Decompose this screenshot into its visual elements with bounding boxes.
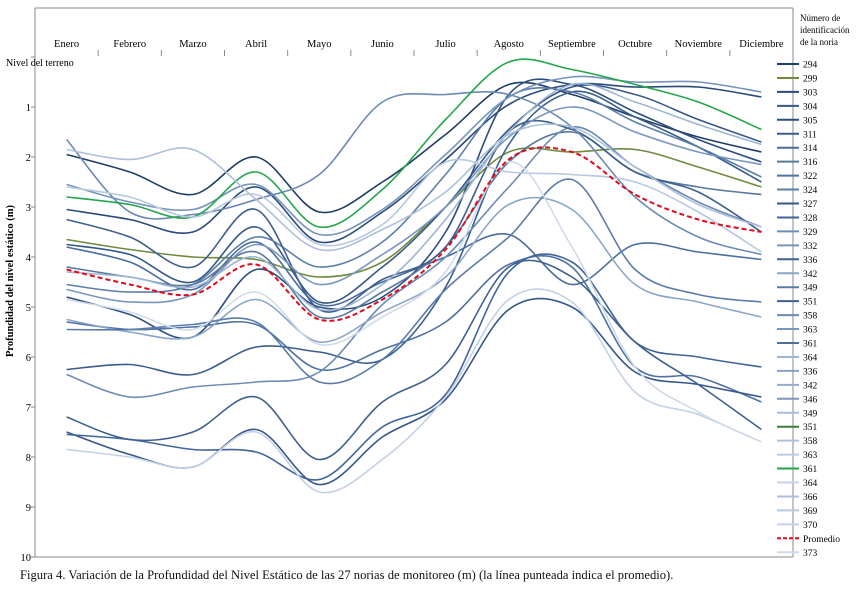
legend-label: 327 [803,200,818,210]
legend-label: 311 [803,130,817,140]
chart-frame [31,7,794,558]
series-line-promedio [66,146,762,322]
month-label: Diciembre [739,39,784,50]
y-tick-label: 4 [26,253,32,264]
y-axis-label: Profundidad del nivel estático (m) [5,204,16,357]
legend-label: 351 [803,298,818,308]
series-line-349 [66,178,762,385]
y-tick-labels: 1 2 3 4 5 6 7 8 9 10 [21,103,32,564]
legend-label: 364 [803,353,818,363]
series-line-332 [66,75,762,236]
series-line-351 [66,119,762,313]
legend-label: 361 [803,340,818,350]
legend-label: 336 [803,256,818,266]
month-label: Junio [371,39,394,50]
legend-label: 299 [803,74,818,84]
month-label: Febrero [113,39,146,50]
month-label: Octubre [618,39,652,50]
series-line-369 [66,158,762,253]
legend-label: 303 [803,88,818,98]
legend-title-line: de la noria [800,37,838,47]
legend-label: 328 [803,214,818,224]
series-line-373 [66,161,762,443]
legend-label: 361 [803,465,818,475]
legend-label: 346 [803,395,818,405]
legend-label: 366 [803,493,818,503]
legend-label: 363 [803,326,818,336]
month-label: Marzo [179,39,206,50]
legend-label: 314 [803,144,818,154]
series-line-328 [66,253,762,481]
series-line-311 [66,90,762,376]
series-line-358 [65,91,762,256]
legend-label: 324 [803,186,818,196]
y-tick-label: 2 [26,153,31,164]
series-line-336 [66,259,762,461]
series-lines [65,58,762,494]
legend-label: 349 [803,409,818,419]
legend-label: Promedio [803,535,840,545]
y-tick-label: 9 [26,503,31,514]
legend-label: 373 [803,549,818,559]
legend-label: 336 [803,367,818,377]
series-line-361 [66,58,762,228]
legend-label: 305 [803,116,818,126]
legend-label: 351 [803,423,818,433]
month-label: Enero [54,39,79,50]
legend-label: 358 [803,437,818,447]
legend-label: 342 [803,270,818,280]
legend: Número de identificación de la noria 294… [777,13,850,559]
y-tick-label: 3 [26,203,31,214]
legend-label: 304 [803,102,818,112]
figure-caption: Figura 4. Variación de la Profundidad de… [20,568,674,582]
series-line-342 [66,196,762,343]
legend-label: 342 [803,381,818,391]
legend-label: 364 [803,479,818,489]
month-labels: Enero Febrero Marzo Abril Mayo Junio Julio Agos… [54,39,784,50]
month-label: Septiembre [548,39,596,50]
legend-label: 322 [803,172,818,182]
legend-label: 332 [803,242,818,252]
y-tick-label: 8 [26,453,31,464]
y-tick-label: 6 [26,353,31,364]
month-label: Noviembre [675,39,723,50]
legend-label: 370 [803,521,818,531]
month-label: Abril [245,39,267,50]
ground-level-label: Nivel del terreno [6,58,74,69]
legend-label: 369 [803,507,818,517]
month-label: Julio [435,39,455,50]
series-line-366 [66,123,762,252]
y-tick-label: 7 [26,403,31,414]
series-line-303 [66,82,762,244]
y-tick-label: 1 [26,103,31,114]
legend-label: 363 [803,451,818,461]
series-line-364 [66,82,762,312]
legend-label: 294 [803,61,818,71]
legend-title-line: Número de [800,13,840,23]
month-label: Mayo [307,39,332,50]
series-line-314 [66,233,762,307]
legend-label: 316 [803,158,818,168]
month-label: Agosto [494,39,524,50]
series-line-322 [66,255,762,403]
legend-label: 329 [803,228,818,238]
legend-label: 349 [803,284,818,294]
series-line-304 [66,84,762,304]
series-line-299 [66,147,762,278]
legend-label: 358 [803,312,818,322]
legend-title-line: identificación [800,25,850,35]
series-line-370 [66,288,762,494]
y-tick-label: 5 [26,303,31,314]
series-line-363 [66,106,762,304]
series-line-324 [66,87,762,293]
y-tick-label: 10 [21,553,32,564]
